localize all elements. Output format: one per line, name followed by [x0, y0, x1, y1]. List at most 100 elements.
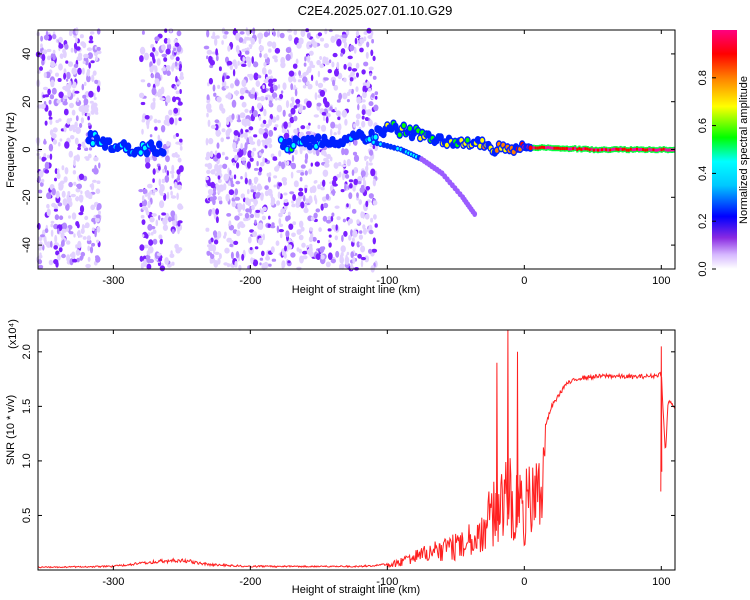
- spectrogram-noise-cell: [175, 90, 180, 95]
- spectrogram-noise-cell: [174, 117, 178, 126]
- spectrogram-noise-cell: [240, 176, 243, 180]
- spectrogram-trace-core: [578, 147, 581, 150]
- spectrogram-noise-cell: [38, 189, 43, 194]
- spectrogram-noise-cell: [365, 165, 369, 172]
- spectrogram-noise-cell: [276, 104, 283, 113]
- spectrogram-noise-cell: [224, 156, 229, 160]
- spectrogram-noise-cell: [285, 100, 290, 109]
- spectrogram-noise-cell: [317, 124, 321, 130]
- spectrogram-noise-cell: [209, 196, 214, 202]
- spectrogram-noise-cell: [215, 216, 219, 224]
- spectrogram-noise-cell: [159, 238, 163, 245]
- spectrogram-noise-cell: [75, 27, 79, 35]
- spectrogram-noise-cell: [223, 183, 227, 191]
- spectrogram-noise-cell: [346, 99, 350, 103]
- spectrogram-noise-cell: [57, 202, 63, 207]
- spectrogram-noise-cell: [70, 193, 77, 198]
- spectrogram-noise-cell: [267, 69, 272, 75]
- spectrogram-noise-cell: [248, 178, 252, 185]
- spectrogram-noise-cell: [254, 92, 257, 101]
- spectrogram-noise-cell: [274, 97, 278, 101]
- spectrogram-noise-cell: [281, 248, 285, 256]
- spectrogram-noise-cell: [240, 193, 245, 199]
- spectrogram-noise-cell: [310, 162, 313, 167]
- spectrogram-noise-cell: [234, 79, 240, 87]
- spectrogram-noise-cell: [262, 67, 267, 75]
- spectrogram-noise-cell: [63, 108, 69, 116]
- spectrogram-noise-cell: [288, 34, 293, 42]
- spectrogram-trace-core: [623, 147, 626, 151]
- spectrogram-noise-cell: [352, 76, 357, 80]
- spectrogram-noise-cell: [176, 81, 182, 85]
- spectrogram-noise-cell: [299, 176, 303, 182]
- spectrogram-noise-cell: [359, 47, 364, 53]
- spectrogram-noise-cell: [327, 69, 332, 74]
- spectrogram-noise-cell: [241, 253, 245, 261]
- spectrogram-noise-cell: [88, 62, 92, 69]
- spectrogram-noise-cell: [43, 34, 50, 41]
- spectrogram-noise-cell: [372, 200, 378, 206]
- spectrogram-noise-cell: [65, 60, 69, 64]
- spectrogram-trace-core: [599, 148, 602, 152]
- spectrogram-noise-cell: [283, 132, 290, 140]
- spectrogram-noise-cell: [85, 263, 91, 269]
- spectrogram-noise-cell: [300, 29, 306, 37]
- spectrogram-noise-cell: [236, 230, 241, 237]
- spectrogram-noise-cell: [298, 37, 304, 45]
- spectrogram-noise-cell: [176, 192, 179, 200]
- spectrogram-noise-cell: [339, 254, 343, 262]
- snr-y-tick-label: 2.0: [21, 344, 33, 359]
- spectrogram-noise-cell: [216, 152, 221, 159]
- spectrogram-noise-cell: [58, 91, 64, 99]
- spectrogram-secondary-cell: [472, 211, 478, 217]
- spectrogram-noise-cell: [364, 170, 369, 178]
- spectrogram-noise-cell: [75, 46, 81, 51]
- spectrogram-noise-cell: [261, 209, 264, 215]
- spectrogram-noise-cell: [334, 124, 339, 129]
- spectrogram-noise-cell: [77, 240, 82, 249]
- spectrogram-noise-cell: [175, 56, 180, 62]
- spectrogram-noise-cell: [210, 124, 217, 129]
- spectrogram-noise-cell: [46, 48, 52, 53]
- spectrogram-noise-cell: [284, 245, 287, 252]
- spectrogram-noise-cell: [361, 120, 366, 128]
- snr-y-ticks: 0.5 1.0 1.5 2.0: [21, 344, 675, 523]
- spectrogram-noise-cell: [63, 72, 67, 80]
- spectrogram-trace-core: [650, 148, 653, 152]
- spectrogram-noise-cell: [319, 56, 322, 60]
- spectrogram-noise-cell: [304, 170, 308, 176]
- spectrogram-noise-cell: [67, 61, 74, 67]
- spectrogram-noise-cell: [320, 186, 325, 191]
- spectrogram-noise-cell: [334, 68, 339, 77]
- spectrogram-noise-cell: [267, 223, 272, 228]
- spectrogram-noise-cell: [59, 182, 64, 190]
- spectrogram-noise-cell: [232, 69, 236, 77]
- spectrogram-noise-cell: [164, 114, 170, 121]
- spectrogram-noise-cell: [50, 229, 54, 237]
- spectrogram-noise-cell: [271, 258, 277, 262]
- spectrogram-noise-cell: [273, 84, 278, 91]
- spectrogram-trace-core: [605, 148, 608, 152]
- spectrogram-noise-cell: [276, 114, 280, 121]
- spectrogram-noise-cell: [322, 115, 326, 122]
- spectrogram-noise-cell: [66, 227, 69, 232]
- spectrogram-noise-cell: [140, 101, 146, 106]
- spectrogram-noise-cell: [280, 208, 286, 214]
- spectrogram-noise-cell: [151, 87, 157, 96]
- spectrogram-noise-cell: [311, 185, 317, 193]
- spectrogram-noise-cell: [158, 165, 161, 171]
- spectrogram-noise-cell: [355, 119, 360, 127]
- spectrogram-noise-cell: [252, 231, 258, 237]
- spectrogram-noise-cell: [87, 245, 91, 252]
- spectrogram-noise-cell: [360, 170, 366, 177]
- spectrogram-noise-cell: [147, 82, 151, 88]
- spectrogram-noise-cell: [358, 199, 363, 205]
- spectrogram-noise-cell: [249, 157, 254, 162]
- spectrogram-noise-cell: [249, 93, 255, 99]
- spectrogram-noise-cell: [41, 53, 46, 62]
- spectrogram-noise-cell: [341, 148, 345, 156]
- spectrogram-noise-cell: [346, 91, 351, 97]
- spectrogram-trace-cell: [160, 148, 167, 157]
- spectrogram-noise-cell: [177, 222, 181, 227]
